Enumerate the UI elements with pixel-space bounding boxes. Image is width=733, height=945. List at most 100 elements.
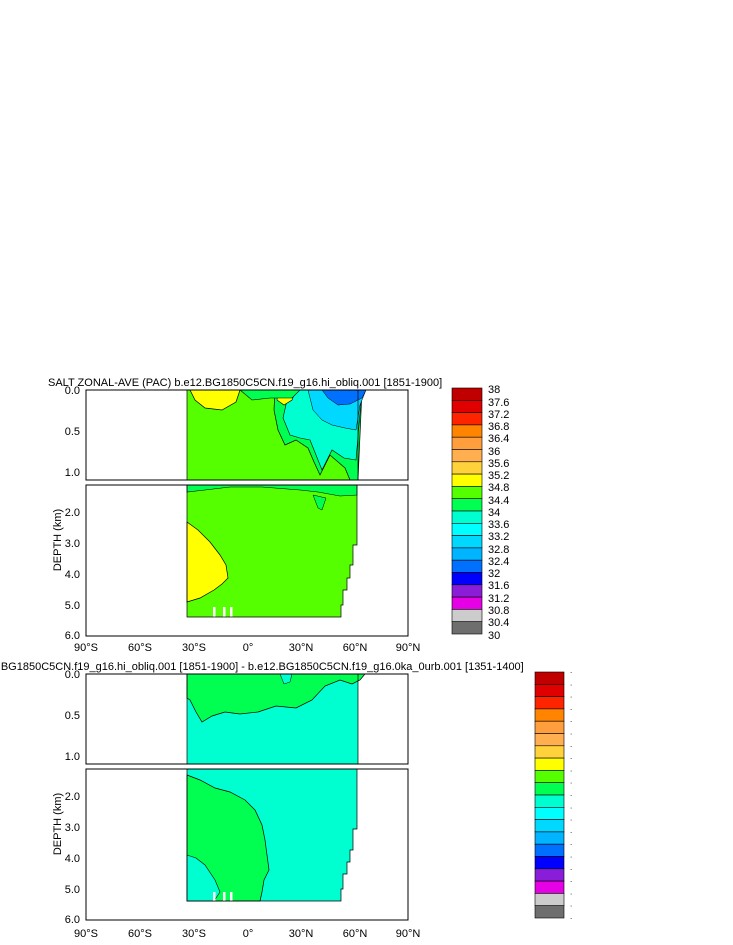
colorbar-swatch [534, 671, 565, 685]
colorbar-swatch [451, 572, 483, 586]
svg-text:90°S: 90°S [74, 642, 98, 654]
colorbar-tick-label: . [570, 715, 572, 724]
diff-bottom-gaps [213, 892, 233, 901]
svg-text:30.4: 30.4 [488, 617, 509, 629]
colorbar-swatch [534, 794, 565, 808]
colorbar-swatch [534, 831, 565, 845]
top-lower-plot [186, 485, 358, 618]
colorbar-swatch [451, 461, 483, 475]
svg-text:30°S: 30°S [182, 928, 206, 940]
svg-text:30°N: 30°N [289, 642, 314, 654]
svg-text:30°N: 30°N [289, 928, 314, 940]
colorbar-tick-label: . [570, 851, 572, 860]
colorbar-swatch [534, 880, 565, 894]
colorbar-swatch [451, 449, 483, 463]
colorbar-tick-label: . [570, 678, 572, 687]
panel-top-title: SALT ZONAL-AVE (PAC) b.e12.BG1850C5CN.f1… [48, 377, 442, 389]
svg-text:34.4: 34.4 [488, 495, 509, 507]
svg-text:90°N: 90°N [396, 642, 421, 654]
colorbar-swatch [534, 856, 565, 870]
colorbar-swatch [451, 473, 483, 487]
panel-bottom-title: b.e12.BG1850C5CN.f19_g16.hi_obliq.001 [1… [0, 661, 524, 673]
diff-deep-outline [186, 769, 358, 902]
svg-text:35.2: 35.2 [488, 470, 509, 482]
bottom-upper-plot [186, 674, 366, 764]
svg-text:32: 32 [488, 568, 500, 580]
top-y-ticks: 0.0 0.5 1.0 2.0 3.0 4.0 5.0 6.0 [65, 385, 80, 642]
surface-tongue [239, 390, 301, 401]
svg-text:5.0: 5.0 [65, 884, 80, 896]
colorbar-swatch [534, 745, 565, 759]
panel-bottom: b.e12.BG1850C5CN.f19_g16.hi_obliq.001 [1… [0, 661, 572, 940]
bottom-ylabel: DEPTH (km) [52, 793, 64, 855]
colorbar-tick-label: . [570, 826, 572, 835]
colorbar-tick-label: . [570, 912, 572, 921]
colorbar-swatch [451, 547, 483, 561]
svg-text:37.6: 37.6 [488, 397, 509, 409]
svg-text:5.0: 5.0 [65, 600, 80, 612]
colorbar-swatch [534, 868, 565, 882]
svg-text:33.2: 33.2 [488, 531, 509, 543]
bottom-gaps [213, 607, 233, 617]
diff-surface-green [186, 674, 366, 723]
svg-text:0.5: 0.5 [65, 710, 80, 722]
subtropical-south-salty [189, 390, 241, 411]
colorbar-tick-label: . [570, 887, 572, 896]
colorbar-swatch [451, 609, 483, 623]
colorbar-swatch [534, 782, 565, 796]
svg-text:31.2: 31.2 [488, 593, 509, 605]
svg-text:60°N: 60°N [343, 642, 368, 654]
colorbar-swatch [534, 905, 565, 919]
svg-text:30°S: 30°S [182, 642, 206, 654]
svg-text:60°S: 60°S [128, 642, 152, 654]
colorbar-swatch [451, 486, 483, 499]
svg-text:34: 34 [488, 507, 500, 519]
bottom-lower-plot [186, 769, 358, 902]
colorbar-swatch [534, 770, 565, 784]
bottom-lower-frame [85, 768, 409, 921]
top-colorbar-labels: 38 37.6 37.2 36.8 36.4 36 35.6 35.2 34.8… [488, 384, 509, 642]
colorbar-tick-label: . [570, 703, 572, 712]
bottom-y-ticks: 0.0 0.5 1.0 2.0 3.0 4.0 5.0 6.0 [65, 669, 80, 926]
colorbar-swatch [534, 806, 565, 820]
colorbar-tick-label: . [570, 666, 572, 675]
svg-text:4.0: 4.0 [65, 569, 80, 581]
svg-text:37.2: 37.2 [488, 409, 509, 421]
colorbar-swatch [451, 424, 483, 438]
colorbar-swatch [534, 696, 565, 710]
svg-text:38: 38 [488, 384, 500, 396]
colorbar-swatch [534, 733, 565, 747]
colorbar-swatch [451, 436, 483, 450]
colorbar-swatch [451, 522, 483, 536]
top-lower-frame [85, 484, 409, 637]
svg-text:60°N: 60°N [343, 928, 368, 940]
deep-dip [312, 494, 327, 511]
colorbar-swatch [534, 683, 565, 697]
svg-text:1.0: 1.0 [65, 751, 80, 763]
diff-surface-cyan-spot [279, 674, 293, 685]
top-upper-plot [187, 390, 367, 480]
deep-ocean-field [187, 485, 357, 617]
svg-text:60°S: 60°S [128, 928, 152, 940]
colorbar-tick-label: . [570, 740, 572, 749]
svg-text:6.0: 6.0 [65, 914, 80, 926]
svg-text:0°: 0° [243, 642, 254, 654]
bottom-colorbar [534, 671, 565, 919]
colorbar-tick-label: . [570, 900, 572, 909]
colorbar-swatch [451, 559, 483, 573]
svg-text:30: 30 [488, 630, 500, 642]
colorbar-tick-label: . [570, 875, 572, 884]
svg-text:35.6: 35.6 [488, 458, 509, 470]
svg-text:3.0: 3.0 [65, 822, 80, 834]
svg-text:0.0: 0.0 [65, 385, 80, 397]
deep-south-salty [186, 521, 229, 603]
svg-text:90°S: 90°S [74, 928, 98, 940]
colorbar-swatch [534, 843, 565, 857]
colorbar-swatch [534, 720, 565, 734]
svg-text:0.5: 0.5 [65, 426, 80, 438]
svg-text:4.0: 4.0 [65, 853, 80, 865]
svg-text:0°: 0° [243, 928, 254, 940]
north-surface-freshest [321, 390, 367, 406]
colorbar-swatch [451, 621, 483, 635]
